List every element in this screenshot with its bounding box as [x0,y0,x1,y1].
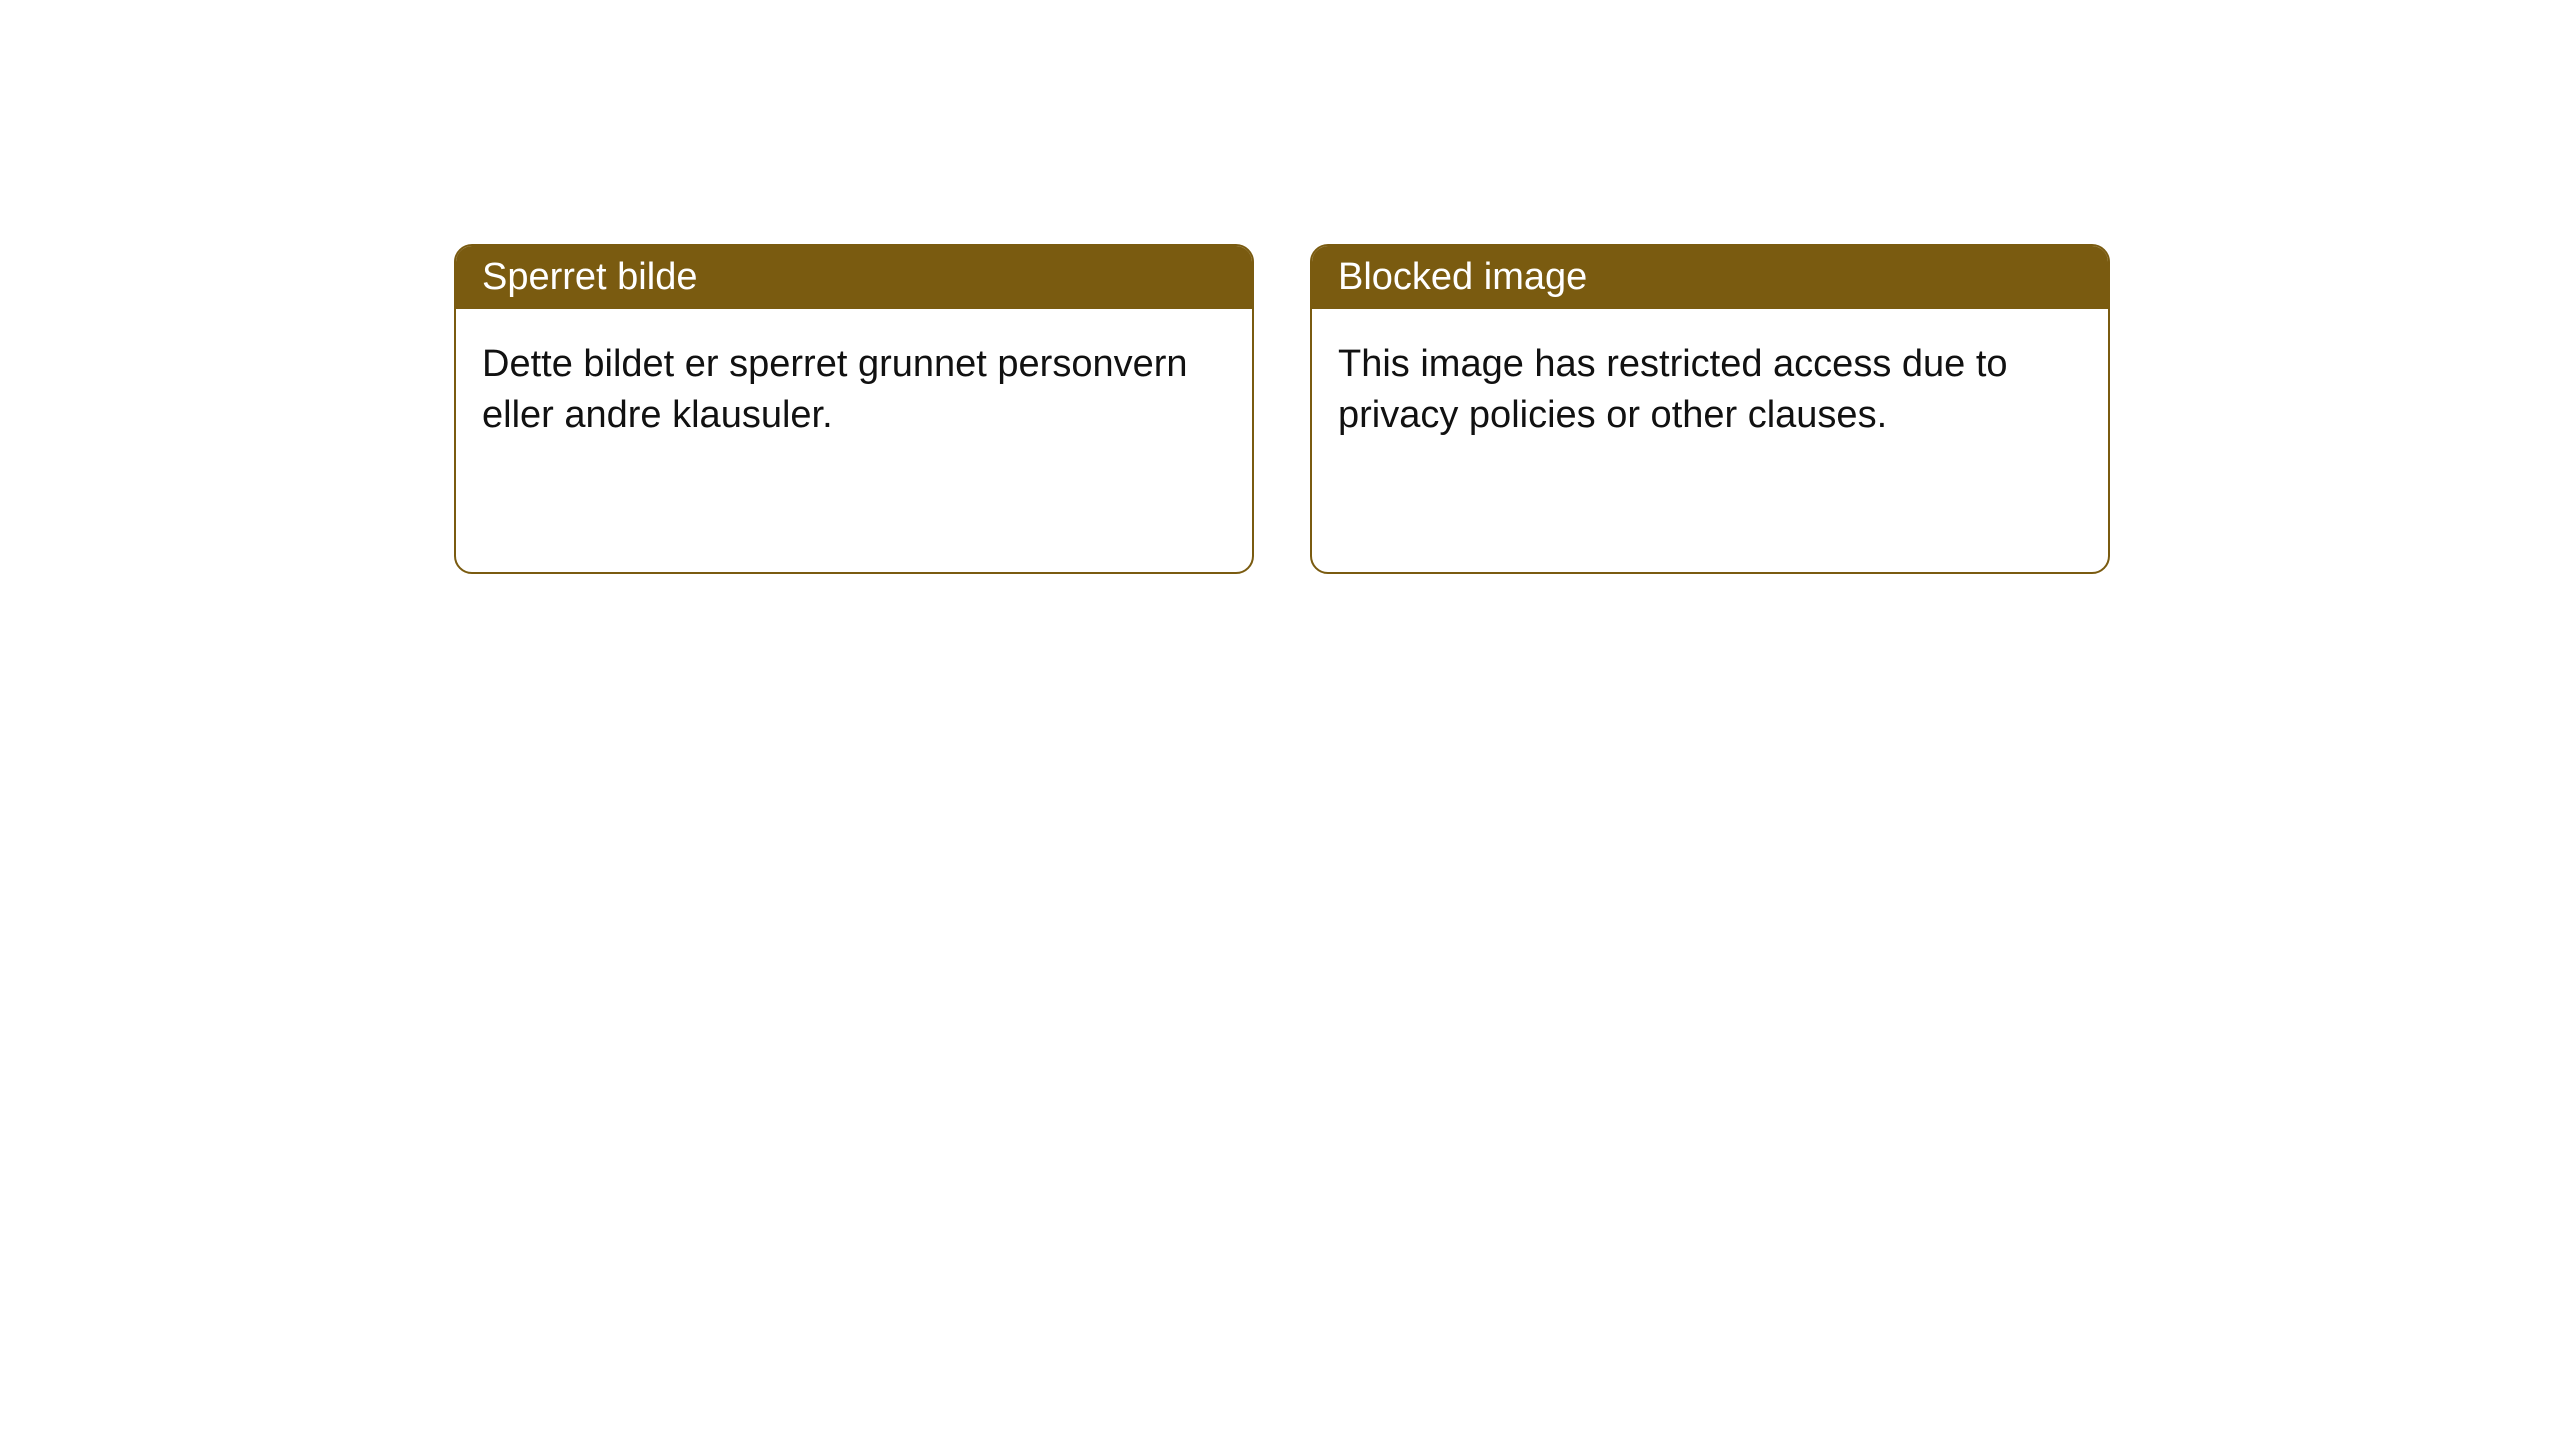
notice-body-text: This image has restricted access due to … [1338,343,2008,436]
notice-body: This image has restricted access due to … [1312,309,2108,472]
notice-body: Dette bildet er sperret grunnet personve… [456,309,1252,472]
notice-box-norwegian: Sperret bilde Dette bildet er sperret gr… [454,244,1254,574]
notice-box-english: Blocked image This image has restricted … [1310,244,2110,574]
notice-header: Sperret bilde [456,246,1252,309]
notice-header: Blocked image [1312,246,2108,309]
notice-title: Sperret bilde [482,256,697,298]
notice-container: Sperret bilde Dette bildet er sperret gr… [0,0,2560,574]
notice-body-text: Dette bildet er sperret grunnet personve… [482,343,1188,436]
notice-title: Blocked image [1338,256,1587,298]
